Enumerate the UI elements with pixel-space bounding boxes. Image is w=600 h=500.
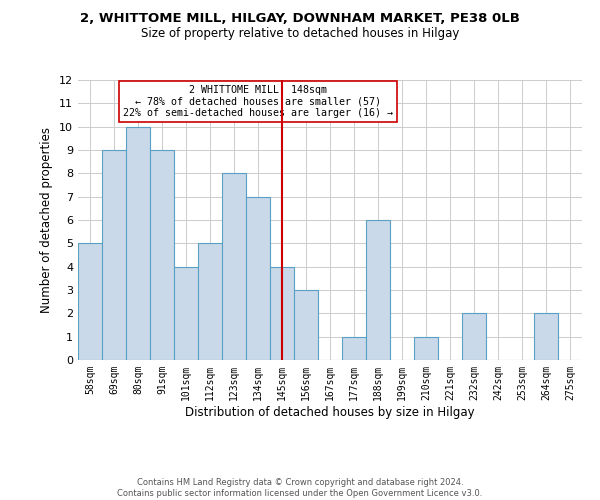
- Text: 2, WHITTOME MILL, HILGAY, DOWNHAM MARKET, PE38 0LB: 2, WHITTOME MILL, HILGAY, DOWNHAM MARKET…: [80, 12, 520, 26]
- Bar: [462, 314, 486, 360]
- X-axis label: Distribution of detached houses by size in Hilgay: Distribution of detached houses by size …: [185, 406, 475, 418]
- Bar: [534, 314, 558, 360]
- Bar: [174, 266, 198, 360]
- Bar: [414, 336, 438, 360]
- Bar: [102, 150, 126, 360]
- Bar: [342, 336, 366, 360]
- Bar: [366, 220, 390, 360]
- Bar: [294, 290, 318, 360]
- Y-axis label: Number of detached properties: Number of detached properties: [40, 127, 53, 313]
- Text: 2 WHITTOME MILL: 148sqm
← 78% of detached houses are smaller (57)
22% of semi-de: 2 WHITTOME MILL: 148sqm ← 78% of detache…: [123, 84, 393, 118]
- Bar: [126, 126, 150, 360]
- Bar: [198, 244, 222, 360]
- Bar: [78, 244, 102, 360]
- Bar: [246, 196, 270, 360]
- Bar: [222, 174, 246, 360]
- Bar: [270, 266, 294, 360]
- Bar: [150, 150, 174, 360]
- Text: Size of property relative to detached houses in Hilgay: Size of property relative to detached ho…: [141, 28, 459, 40]
- Text: Contains HM Land Registry data © Crown copyright and database right 2024.
Contai: Contains HM Land Registry data © Crown c…: [118, 478, 482, 498]
